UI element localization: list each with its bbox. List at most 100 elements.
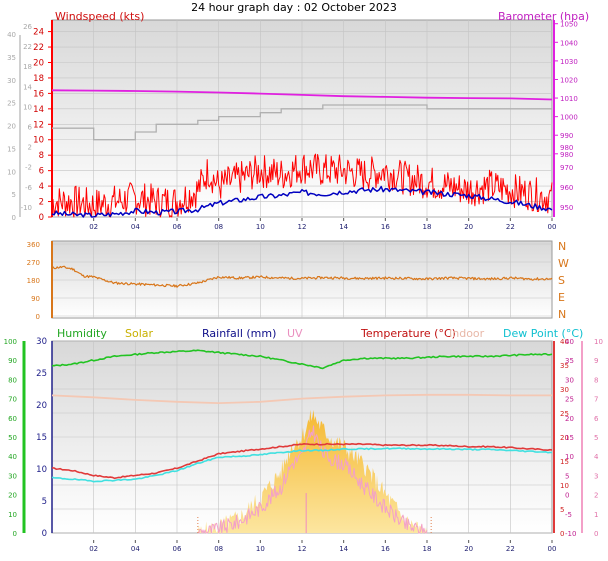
compass-label: W [558,257,569,270]
outer-tick-label: 0 [12,214,16,222]
inner-tick-label: -2 [25,164,32,172]
x-tick-label: 20 [464,223,473,231]
solar-tick-label: -5 [565,511,572,519]
outer-tick-label: 25 [7,100,16,108]
inner-left-tick-label: 25 [36,369,47,379]
panel1-x-labels: 02 04 06 08 10 12 14 16 18 20 22 00 [89,218,556,231]
windspeed-tick-label: 0 [39,213,44,223]
x-tick-label: 08 [214,223,223,231]
uv-tick-label: 3 [594,472,598,480]
temperature-tick-label: 10 [560,482,569,490]
legend-temperature: Temperature (°C) [360,327,456,340]
barometer-tick-label: 1000 [560,114,578,122]
barometer-inner-tick-label: 970 [560,164,573,172]
solar-tick-label: 35 [565,357,574,365]
legend-rainfall: Rainfall (mm) [202,327,276,340]
x-tick-label: 04 [131,223,140,231]
inner-left-tick-label: 30 [36,337,47,347]
inner-left-tick-label: 20 [36,401,47,411]
temperature-tick-label: 0 [560,530,564,538]
series-wind-direction [51,265,553,288]
direction-tick-label: 270 [27,259,40,267]
x-tick-label: 12 [298,223,307,231]
panel1-series [51,89,553,218]
series-windspeed [51,153,553,218]
inner-left-tick-label: 15 [36,433,47,443]
compass-label: N [558,308,566,321]
legend-dewpoint: Dew Point (°C) [503,327,583,340]
x-tick-label: 14 [339,545,348,553]
uv-tick-label: 0 [594,530,598,538]
series-temperature [51,442,553,480]
inner-left-tick-label: 0 [42,529,47,539]
inner-tick-label: 10 [23,103,32,111]
uv-tick-label: 6 [594,415,599,423]
solar-tick-label: 5 [565,472,569,480]
barometer-tick-label: 1030 [560,58,578,66]
temperature-tick-label: 40 [560,338,569,346]
uv-tick-label: 8 [594,376,598,384]
solar-tick-label: 0 [565,492,569,500]
temperature-tick-label: 30 [560,386,569,394]
outer-tick-label: 40 [7,31,16,39]
panel2-grid [52,241,552,318]
x-tick-label: 22 [506,545,515,553]
outer-tick-label: 30 [7,77,16,85]
uv-tick-label: 4 [594,453,599,461]
series-solar-area [197,409,427,533]
barometer-tick-label: 1010 [560,95,578,103]
solar-tick-label: 20 [565,415,574,423]
inner-tick-label: 2 [28,144,32,152]
windspeed-tick-label: 18 [33,74,44,84]
humidity-tick-label: 60 [8,415,17,423]
windspeed-tick-label: 4 [39,182,44,192]
humidity-tick-label: 0 [13,530,17,538]
x-tick-label: 06 [173,223,182,231]
x-tick-label: 16 [381,545,390,553]
windspeed-tick-label: 12 [33,120,44,130]
humidity-tick-label: 80 [8,376,17,384]
barometer-tick-label: 980 [560,151,573,159]
direction-tick-label: 90 [31,295,40,303]
outer-tick-label: 15 [7,145,16,153]
x-tick-label: 00 [548,223,557,231]
outer-tick-label: 10 [7,168,16,176]
solar-tick-label: 10 [565,453,574,461]
windspeed-tick-label: 14 [33,105,44,115]
panel3-axes: 0102030405060708090100051015202530051015… [4,337,603,539]
uv-tick-label: 5 [594,434,598,442]
panel1-axes: 0246810121416182022240510152025303540-10… [7,20,578,223]
x-tick-label: 18 [423,545,432,553]
uv-tick-label: 10 [594,338,603,346]
solar-tick-label: -10 [565,530,576,538]
chart-title: 24 hour graph day : 02 October 2023 [191,1,397,14]
x-tick-label: 10 [256,545,265,553]
legend-solar: Solar [125,327,154,340]
humidity-tick-label: 40 [8,453,17,461]
humidity-tick-label: 50 [8,434,17,442]
solar-tick-label: 40 [565,338,574,346]
windspeed-tick-label: 16 [33,89,44,99]
x-tick-label: 02 [89,545,98,553]
inner-tick-label: 26 [23,23,32,31]
solar-tick-label: 15 [565,434,574,442]
barometer-tick-label: 1040 [560,39,578,47]
x-tick-label: 10 [256,223,265,231]
humidity-tick-label: 100 [4,338,17,346]
humidity-tick-label: 70 [8,396,17,404]
humidity-tick-label: 10 [8,511,17,519]
x-tick-label: 20 [464,545,473,553]
barometer-tick-label: 1050 [560,21,578,29]
compass-label: N [558,240,566,253]
x-tick-label: 18 [423,223,432,231]
windspeed-tick-label: 20 [33,58,44,68]
series-dewpoint [51,447,553,483]
inner-tick-label: 18 [23,63,32,71]
barometer-inner-tick-label: 950 [560,204,573,212]
x-tick-label: 02 [89,223,98,231]
temperature-tick-label: 15 [560,458,569,466]
legend-indoor: Indoor [449,327,485,340]
legend-humidity: Humidity [57,327,107,340]
